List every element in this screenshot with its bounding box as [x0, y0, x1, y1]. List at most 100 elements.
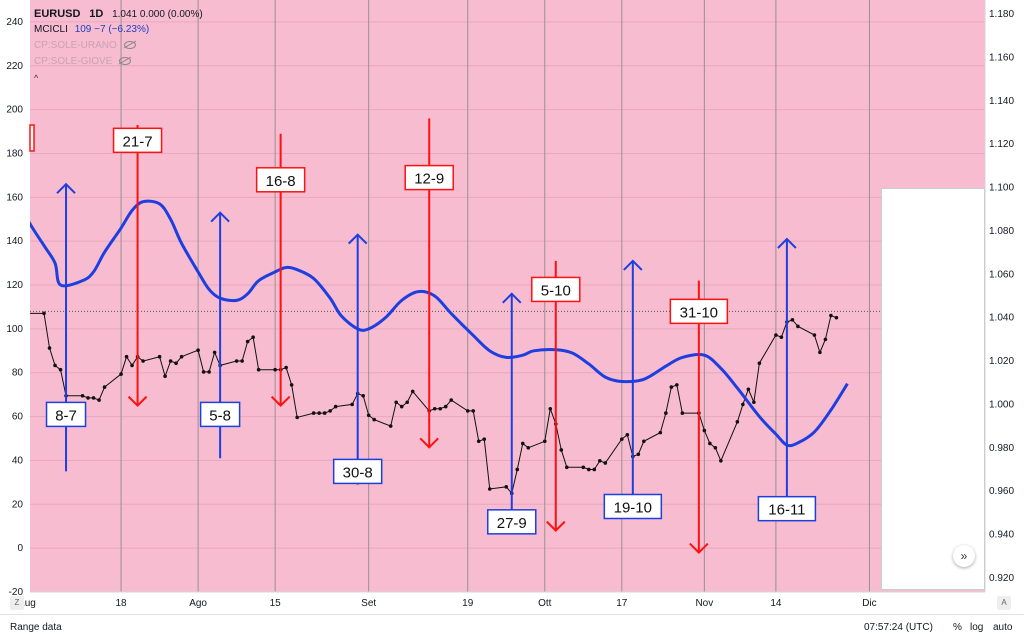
price-point — [834, 315, 839, 320]
arrow-label: 19-10 — [614, 499, 652, 516]
arrow-label: 16-11 — [768, 502, 805, 519]
right-axis-panel[interactable] — [985, 0, 1024, 592]
price-point — [47, 346, 52, 350]
symbol-name[interactable]: EURUSD — [34, 8, 81, 20]
cycle-arrow-31-10: 31-10 — [669, 280, 729, 554]
price-point — [581, 465, 586, 470]
price-point — [399, 404, 404, 409]
price-point — [564, 465, 569, 470]
price-point — [542, 439, 547, 444]
price-point — [669, 385, 674, 389]
left-axis-panel[interactable] — [0, 0, 30, 592]
price-point — [372, 417, 376, 422]
arrow-label: 12-9 — [414, 171, 444, 188]
time-axis-tick: 18 — [115, 598, 127, 609]
cycle-arrow-8-7: 8-7 — [45, 182, 87, 472]
price-point — [752, 400, 756, 405]
left-axis-tick: 20 — [12, 499, 24, 510]
arrow-label: 8-7 — [55, 407, 77, 424]
blank-overlay-panel — [881, 188, 985, 590]
price-point — [163, 374, 167, 379]
price-point — [818, 350, 822, 355]
right-axis-tick: 1.060 — [989, 269, 1014, 280]
log-toggle[interactable]: log — [970, 622, 984, 633]
layer-sole-urano[interactable]: CP:SOLE-URANO — [34, 40, 117, 51]
price-point — [207, 370, 211, 374]
right-axis-tick: 0.920 — [989, 573, 1014, 584]
hidden-eye-icon[interactable] — [119, 57, 132, 66]
range-data-button[interactable]: Range data — [10, 622, 62, 633]
time-axis-tick: Set — [361, 598, 376, 609]
arrow-label-box — [332, 458, 383, 485]
arrow-label-box — [669, 298, 729, 325]
price-point — [394, 400, 399, 405]
bottom-toolbar: Range data 07:57:24 (UTC) % log auto — [0, 614, 1024, 641]
time-axis-tick: 14 — [770, 598, 782, 609]
percent-toggle[interactable]: % — [953, 622, 962, 633]
right-axis-tick: 0.960 — [989, 486, 1014, 497]
arrow-label-box — [487, 509, 537, 535]
scroll-to-realtime-button[interactable]: » — [953, 545, 975, 567]
hidden-eye-icon[interactable] — [123, 41, 136, 50]
price-point — [625, 432, 630, 437]
price-point — [388, 424, 393, 428]
left-edge-marker — [29, 124, 35, 152]
cycle-arrow-16-11: 16-11 — [757, 237, 817, 522]
clock-label: 07:57:24 (UTC) — [864, 622, 933, 633]
time-axis-tick: Ott — [538, 598, 552, 609]
price-point — [124, 354, 129, 359]
price-point — [273, 367, 277, 372]
price-point — [361, 393, 365, 398]
price-point — [471, 409, 476, 413]
collapse-legend-icon[interactable]: ^ — [34, 73, 39, 83]
interval-label[interactable]: 1D — [89, 8, 104, 20]
price-point — [91, 396, 96, 400]
indicator-name[interactable]: MCICLI — [34, 24, 68, 35]
left-axis-tick: 120 — [6, 280, 23, 291]
layer-sole-giove[interactable]: CP:SOLE-GIOVE — [34, 56, 113, 67]
price-point — [829, 313, 833, 318]
time-axis-panel[interactable] — [0, 592, 1024, 614]
arrow-label: 5-8 — [209, 407, 231, 424]
price-point — [823, 337, 828, 342]
indicator-values: 109 −7 (−6.23%) — [74, 24, 150, 35]
arrow-label-box — [757, 495, 817, 522]
price-point — [80, 393, 85, 398]
price-point — [449, 398, 454, 402]
left-axis-tick: 220 — [6, 61, 23, 72]
price-point — [284, 365, 288, 370]
price-point — [664, 411, 668, 415]
right-axis-tick: 1.100 — [989, 183, 1014, 194]
price-point — [322, 411, 327, 415]
zoom-button[interactable]: Z — [10, 596, 24, 610]
time-axis-tick: 15 — [270, 598, 282, 609]
price-point — [196, 348, 200, 353]
auto-toggle[interactable]: auto — [993, 622, 1013, 633]
arrow-head — [347, 233, 368, 245]
left-axis-tick: 180 — [6, 148, 23, 159]
left-axis-tick: -20 — [9, 587, 24, 598]
arrow-label: 31-10 — [680, 304, 718, 321]
price-point — [548, 406, 553, 411]
time-axis-tick: Ago — [189, 598, 207, 609]
arrow-label: 27-9 — [497, 515, 527, 532]
price-point — [790, 318, 795, 322]
right-axis-tick: 0.940 — [989, 530, 1014, 541]
price-point — [515, 467, 520, 472]
arrow-head — [270, 395, 291, 408]
time-axis-tick: 17 — [616, 598, 628, 609]
arrow-head — [56, 182, 76, 194]
price-point — [311, 411, 316, 415]
price-point — [234, 359, 239, 363]
price-point — [366, 413, 371, 418]
cycle-arrow-16-8: 16-8 — [255, 133, 306, 408]
price-point — [746, 387, 751, 392]
price-point — [42, 311, 46, 316]
auto-scale-button[interactable]: A — [997, 596, 1011, 610]
price-point — [245, 339, 250, 344]
left-axis-tick: 160 — [6, 192, 23, 203]
price-point — [350, 402, 354, 407]
price-point — [410, 389, 415, 394]
arrow-label-box — [255, 167, 306, 193]
